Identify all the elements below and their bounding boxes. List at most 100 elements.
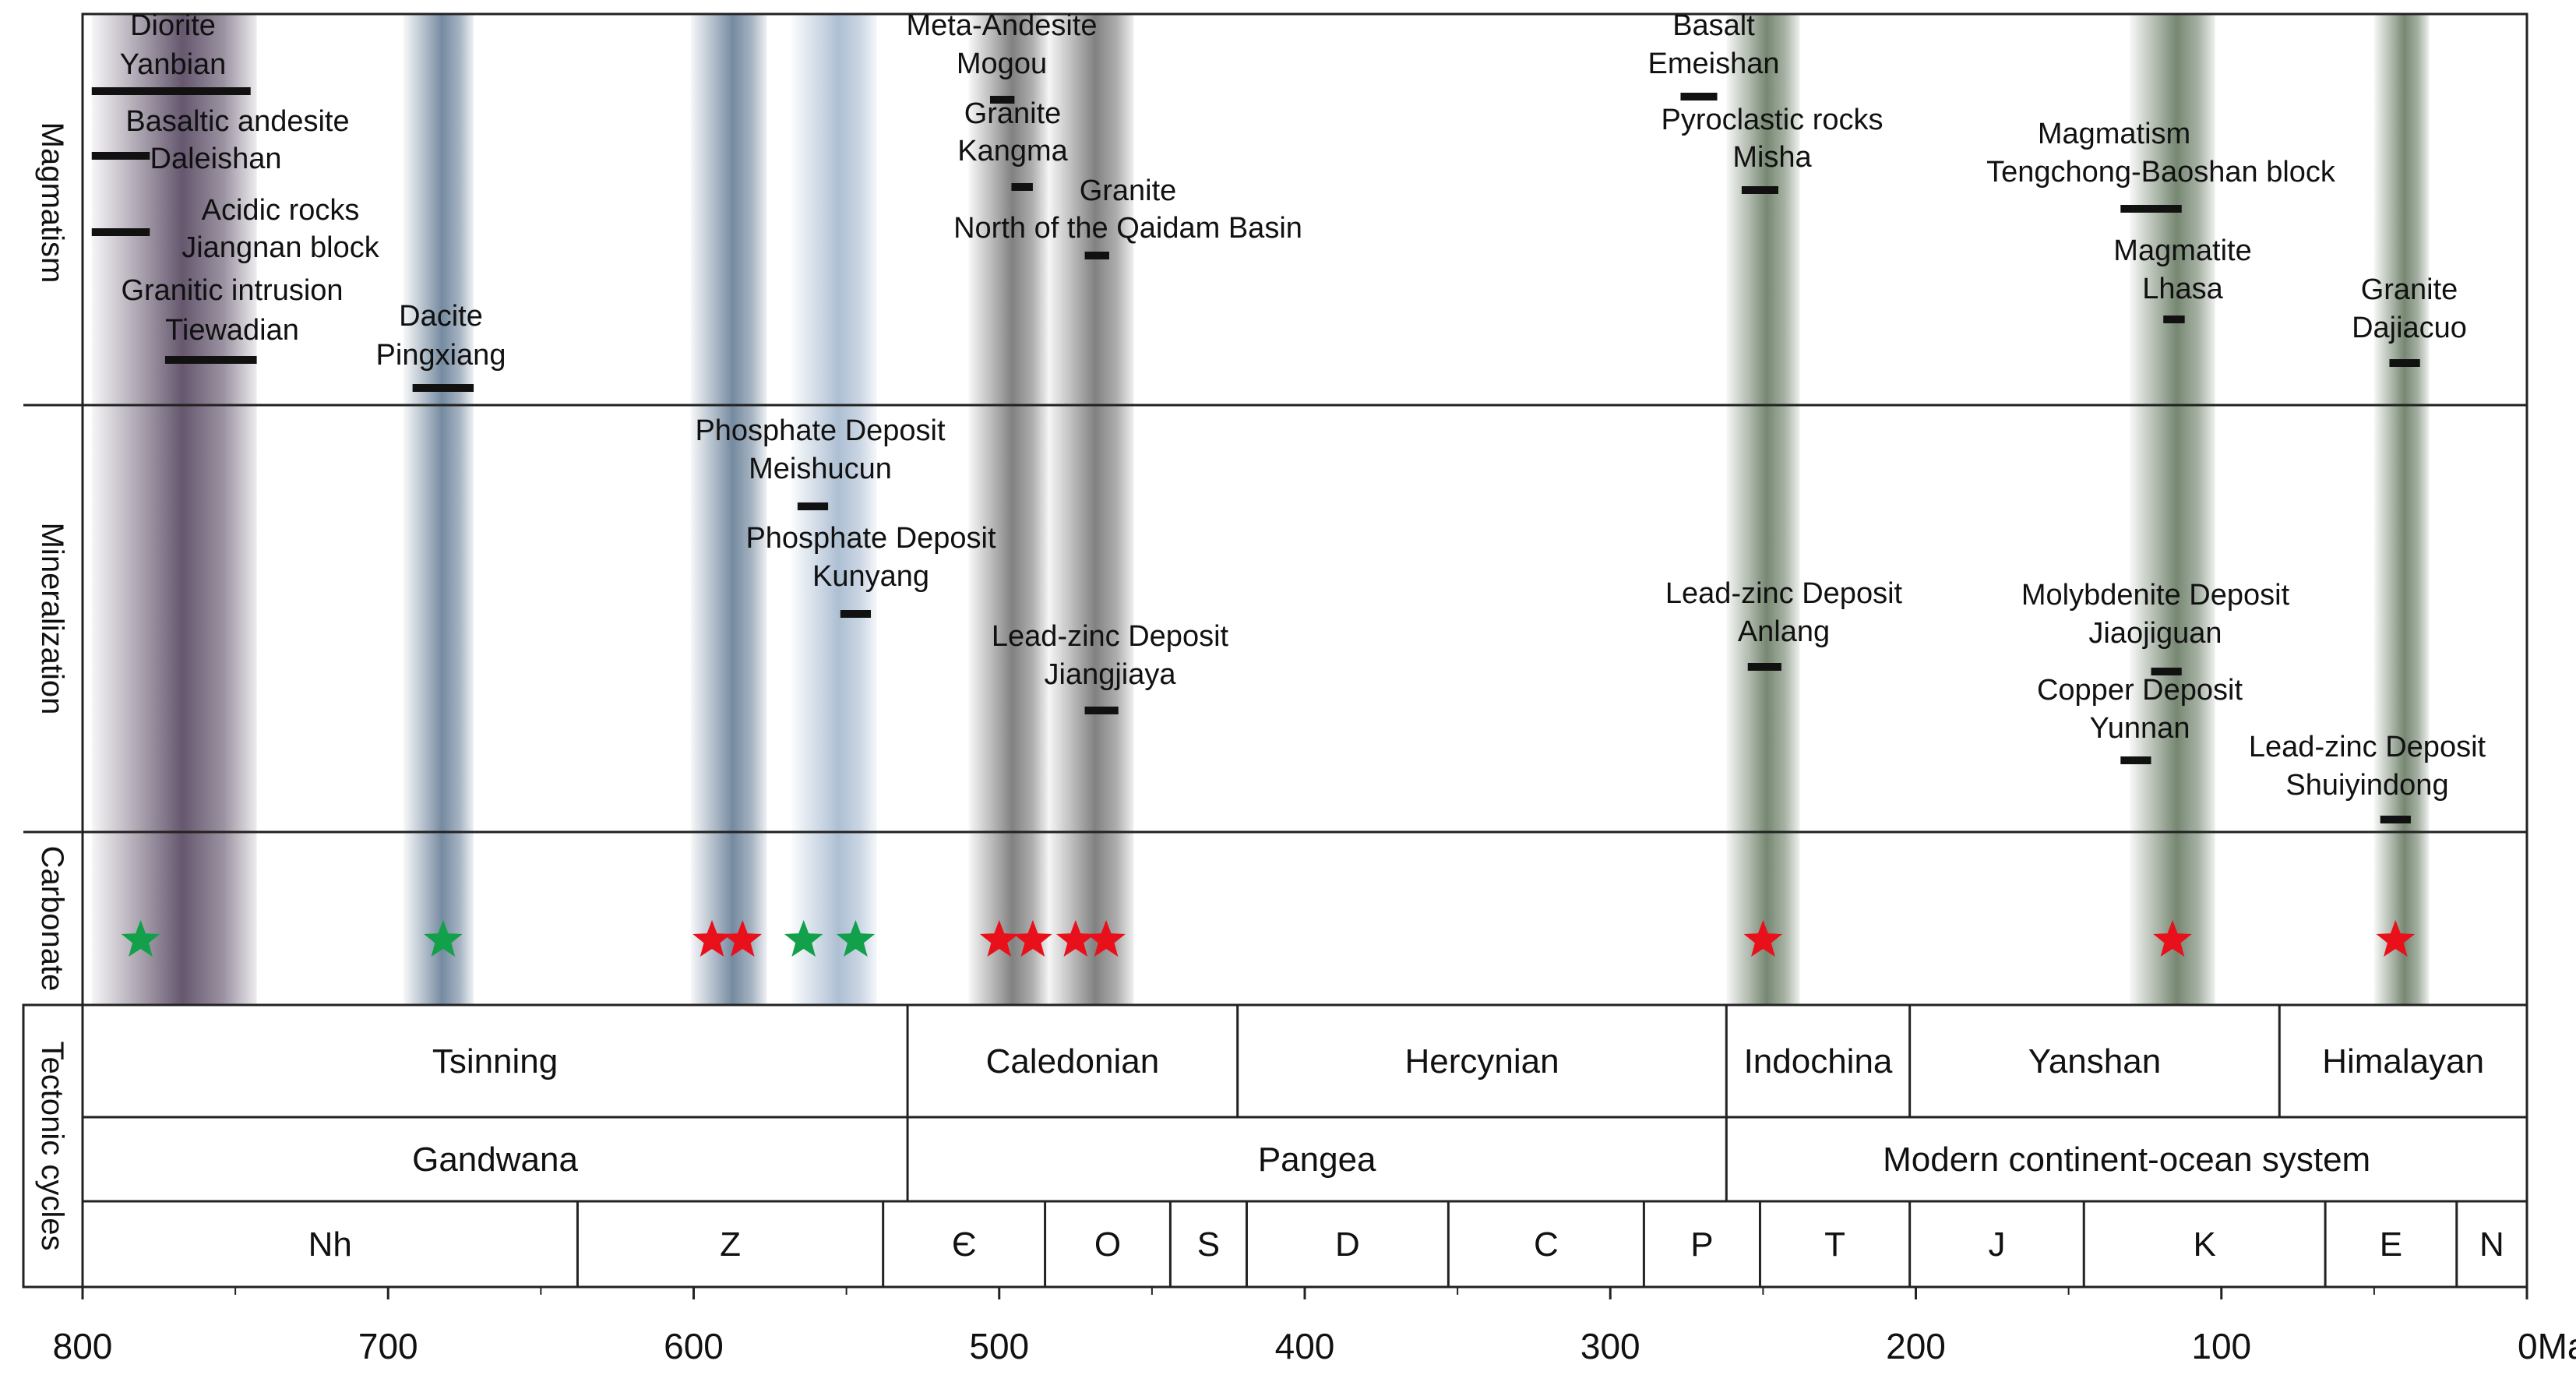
age-band-band-484-456 bbox=[1048, 14, 1134, 1005]
magmatism-age-range-bar bbox=[1741, 186, 1778, 194]
carbonate-star-green-icon bbox=[784, 920, 823, 957]
carbonate-stars bbox=[121, 920, 2416, 957]
magmatism-event-title: Acidic rocks bbox=[202, 194, 360, 227]
mineralization-event-title: Phosphate Deposit bbox=[695, 414, 946, 447]
carbonate-star-red-icon bbox=[1087, 920, 1126, 957]
row-label-tectonic-cycles: Tectonic cycles bbox=[35, 1042, 69, 1251]
period-o: O bbox=[1094, 1225, 1121, 1264]
period-c: C bbox=[1534, 1225, 1559, 1264]
period-nh: Nh bbox=[308, 1225, 352, 1264]
mineralization-age-range-bar bbox=[2120, 756, 2151, 764]
magmatism-event-location: Mogou bbox=[957, 48, 1047, 80]
mineralization-age-range-bar bbox=[840, 610, 872, 618]
magmatism-event-title: Basalt bbox=[1672, 9, 1755, 42]
magmatism-event-emeishan: Basalt Emeishan bbox=[1648, 9, 1779, 100]
magmatism-age-range-bar bbox=[2163, 316, 2185, 323]
magmatism-event-jiangnan-block: Acidic rocks Jiangnan block bbox=[91, 194, 380, 264]
magmatism-age-range-bar bbox=[989, 96, 1015, 104]
magmatism-event-title: Granitic intrusion bbox=[121, 274, 343, 307]
carbonate-star-red-icon bbox=[723, 920, 762, 957]
axis-tick-label-300: 300 bbox=[1580, 1326, 1640, 1366]
mineralization-age-range-bar bbox=[797, 502, 829, 510]
magmatism-event-title: Meta-Andesite bbox=[906, 9, 1097, 42]
magmatism-age-range-bar bbox=[91, 152, 150, 160]
section-grid bbox=[22, 12, 2528, 1289]
magmatism-event-misha: Pyroclastic rocks Misha bbox=[1661, 104, 1884, 194]
magmatism-event-title: Granite bbox=[964, 97, 1062, 130]
mineralization-event-location: Shuiyindong bbox=[2285, 769, 2448, 802]
magmatism-event-title: Magmatism bbox=[2038, 118, 2190, 150]
magmatism-age-range-bar bbox=[1680, 93, 1718, 100]
age-band-band-262-238 bbox=[1726, 14, 1800, 1005]
mineralization-event-kunyang: Phosphate Deposit Kunyang bbox=[745, 522, 996, 618]
period-j: J bbox=[1988, 1225, 2005, 1264]
magmatism-event-location: Tiewadian bbox=[165, 314, 299, 347]
carbonate-star-red-icon bbox=[2153, 920, 2192, 957]
carbonate-star-green-icon bbox=[121, 920, 160, 957]
carbonate-star-red-icon bbox=[1056, 920, 1095, 957]
mineralization-event-shuiyindong: Lead-zinc Deposit Shuiyindong bbox=[2249, 731, 2486, 823]
magmatism-event-location: North of the Qaidam Basin bbox=[953, 212, 1302, 245]
row-label-carbonate: Carbonate bbox=[35, 846, 69, 992]
magmatism-event-title: Diorite bbox=[130, 9, 216, 42]
magmatism-event-north-of-the-qaidam-basin: Granite North of the Qaidam Basin bbox=[953, 175, 1302, 259]
row-label-mineralization: Mineralization bbox=[35, 523, 69, 715]
tectonic-cycle-tsinning: Tsinning bbox=[432, 1042, 558, 1081]
mineralization-event-location: Kunyang bbox=[812, 560, 929, 593]
magmatism-age-range-bar bbox=[164, 356, 257, 364]
row-label-magmatism: Magmatism bbox=[35, 122, 69, 284]
magmatism-event-location: Dajiacuo bbox=[2352, 312, 2467, 344]
mineralization-event-meishucun: Phosphate Deposit Meishucun bbox=[695, 414, 946, 510]
magmatism-event-pingxiang: Dacite Pingxiang bbox=[376, 300, 506, 392]
mineralization-event-location: Anlang bbox=[1738, 615, 1830, 648]
carbonate-star-red-icon bbox=[1013, 920, 1052, 957]
magmatism-event-location: Tengchong-Baoshan block bbox=[1986, 156, 2336, 189]
mineralization-event-location: Yunnan bbox=[2090, 712, 2190, 745]
magmatism-event-yanbian: Diorite Yanbian bbox=[91, 9, 251, 95]
magmatism-event-location: Daleishan bbox=[150, 143, 282, 175]
magmatism-age-range-bar bbox=[2120, 205, 2182, 213]
axis-tick-label-800: 800 bbox=[53, 1326, 113, 1366]
period-: Є bbox=[952, 1225, 977, 1264]
tectonic-cycle-yanshan: Yanshan bbox=[2028, 1042, 2161, 1081]
axis-tick-label-400: 400 bbox=[1275, 1326, 1335, 1366]
age-band-band-600-578 bbox=[690, 14, 767, 1005]
magmatism-event-location: Misha bbox=[1732, 141, 1812, 174]
magmatism-event-daleishan: Basaltic andesite Daleishan bbox=[91, 105, 350, 175]
period-s: S bbox=[1197, 1225, 1220, 1264]
magmatism-event-title: Granite bbox=[1080, 175, 1177, 207]
mineralization-event-title: Lead-zinc Deposit bbox=[992, 620, 1229, 653]
carbonate-star-red-icon bbox=[692, 920, 731, 957]
mineralization-event-title: Phosphate Deposit bbox=[745, 522, 996, 555]
mineralization-event-location: Jiangjiaya bbox=[1045, 658, 1177, 691]
age-band-band-510-484 bbox=[968, 14, 1048, 1005]
age-band-band-130-102 bbox=[2130, 14, 2215, 1005]
mineralization-age-range-bar bbox=[1747, 663, 1781, 671]
mineralization-event-jiangjiaya: Lead-zinc Deposit Jiangjiaya bbox=[992, 620, 1229, 714]
period-n: N bbox=[2479, 1225, 2504, 1264]
magmatism-event-title: Magmatite bbox=[2113, 234, 2251, 267]
period-d: D bbox=[1335, 1225, 1360, 1264]
mineralization-event-location: Meishucun bbox=[749, 453, 892, 485]
magmatism-age-range-bar bbox=[91, 87, 251, 95]
tectonic-cycle-caledonian: Caledonian bbox=[986, 1042, 1160, 1081]
mineralization-event-location: Jiaojiguan bbox=[2088, 617, 2222, 650]
age-band-band-50-32 bbox=[2373, 14, 2430, 1005]
magmatism-event-location: Yanbian bbox=[120, 48, 227, 81]
magmatism-event-kangma: Granite Kangma bbox=[957, 97, 1069, 191]
magmatism-event-title: Basaltic andesite bbox=[125, 105, 349, 138]
period-e: E bbox=[2380, 1225, 2402, 1264]
magmatism-age-range-bar bbox=[412, 384, 474, 392]
mineralization-event-title: Copper Deposit bbox=[2037, 674, 2243, 707]
mineralization-event-jiaojiguan: Molybdenite Deposit Jiaojiguan bbox=[2021, 579, 2290, 675]
tectonic-table: Tsinning Caledonian Hercynian Indochina Yans… bbox=[308, 1005, 2504, 1287]
magmatism-age-range-bar bbox=[2389, 359, 2420, 367]
supercontinent-gandwana: Gandwana bbox=[412, 1141, 578, 1179]
axis-tick-label-0: 0Ma bbox=[2518, 1326, 2576, 1366]
mineralization-event-title: Lead-zinc Deposit bbox=[1665, 577, 1903, 610]
axis-tick-label-200: 200 bbox=[1886, 1326, 1946, 1366]
mineralization-event-title: Molybdenite Deposit bbox=[2021, 579, 2290, 612]
age-axis: 800 700 600 500 400 300 200 100 0Ma bbox=[53, 1287, 2576, 1366]
magmatism-event-title: Granite bbox=[2361, 273, 2458, 306]
